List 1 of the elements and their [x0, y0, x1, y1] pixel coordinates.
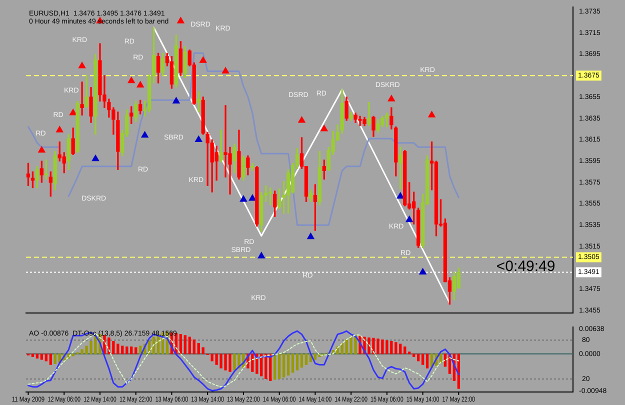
annotation: <0:49:49: [496, 258, 556, 276]
